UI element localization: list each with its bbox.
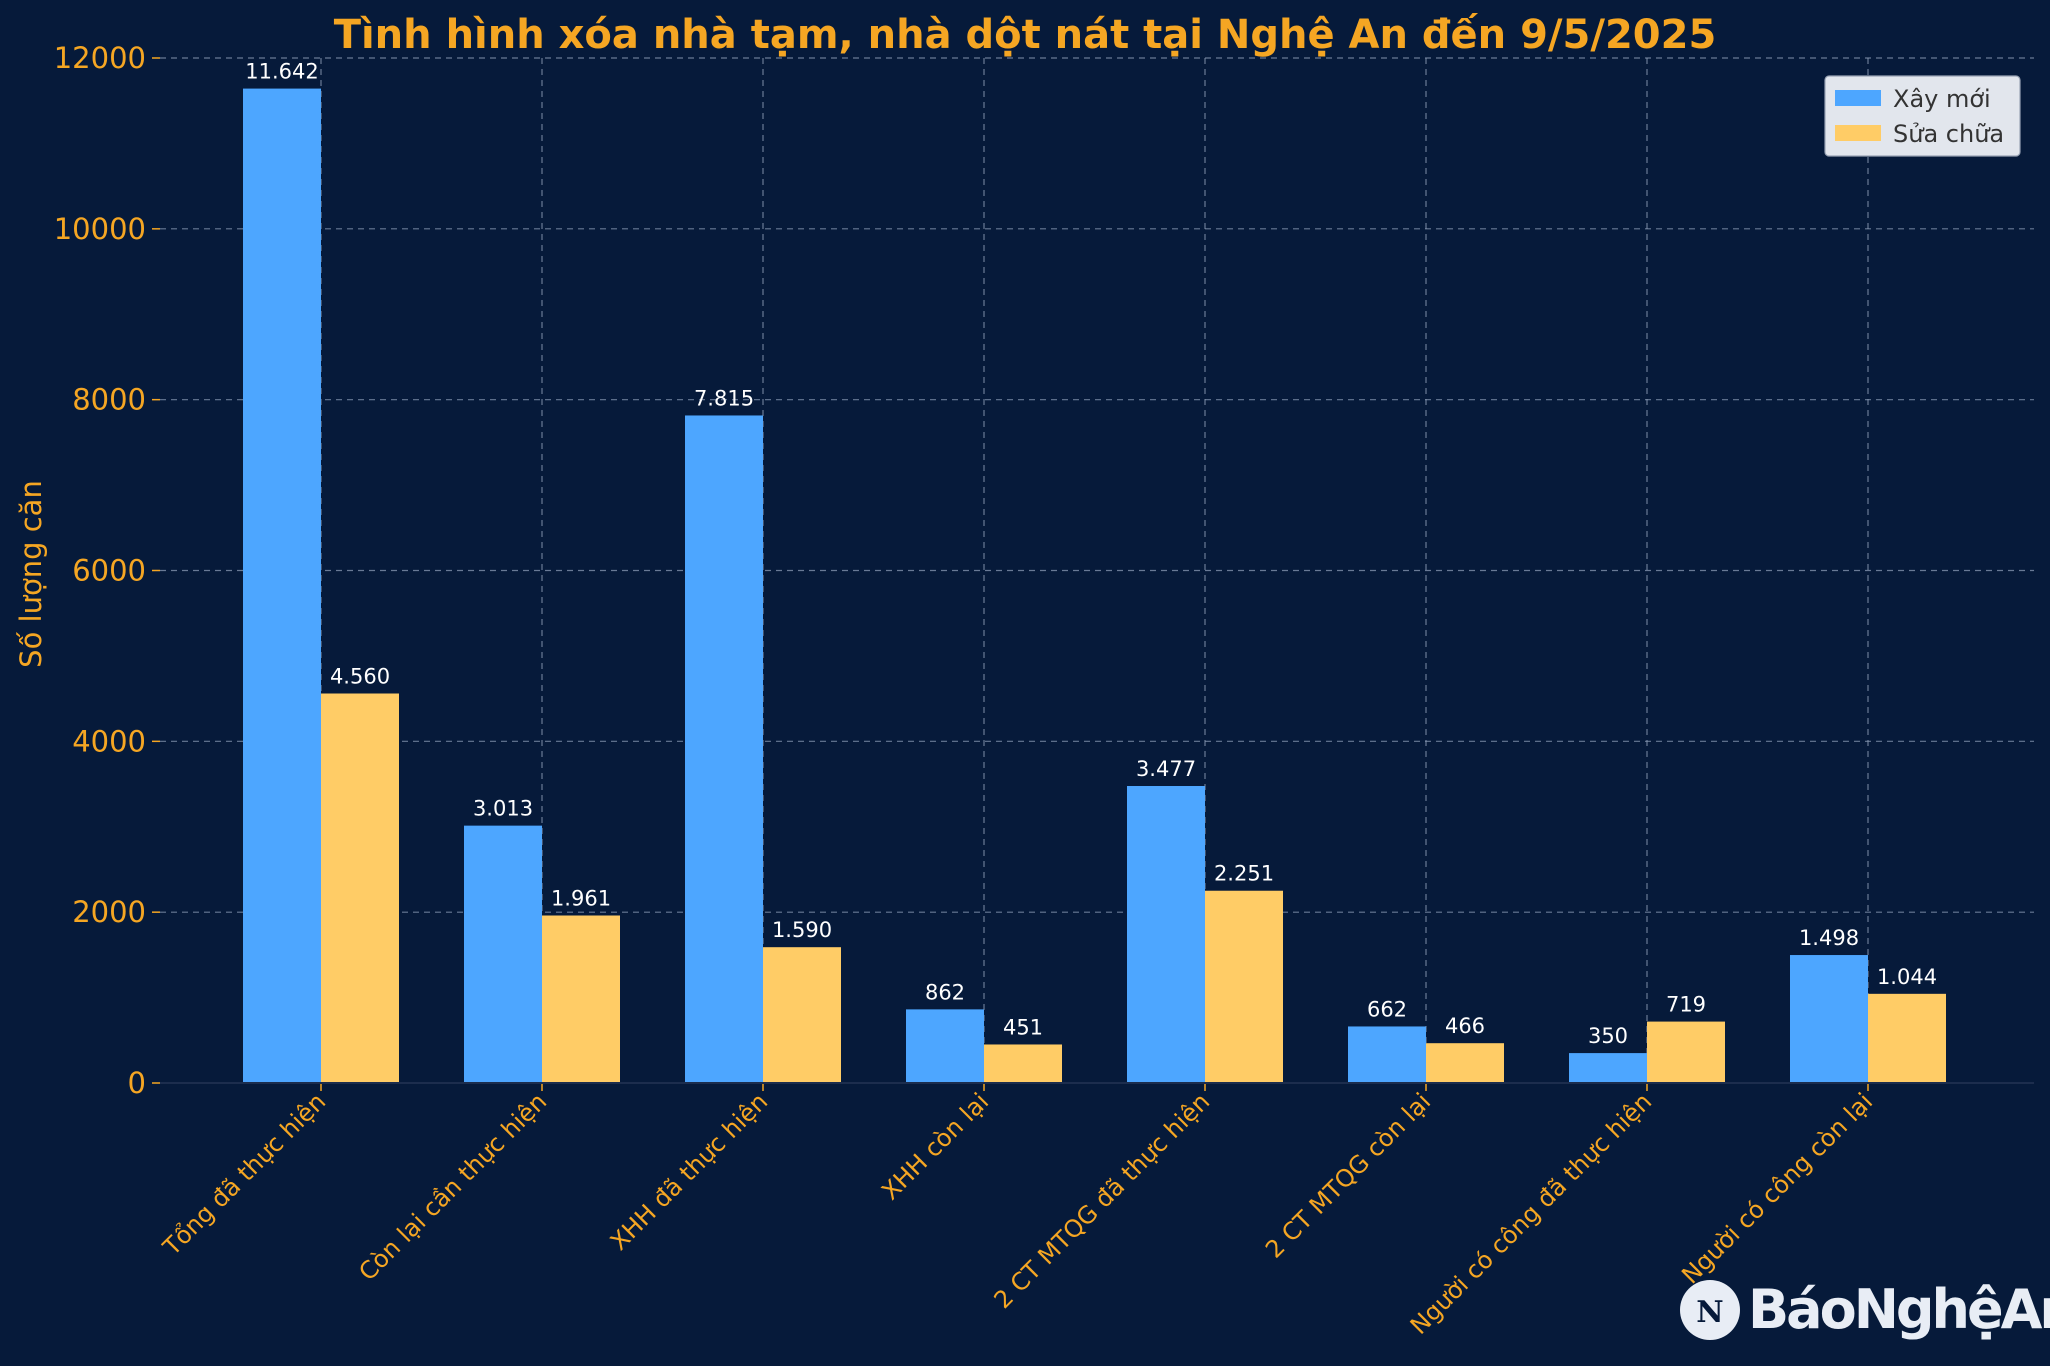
legend-label-0: Xây mới bbox=[1893, 85, 1991, 113]
bar-xay-moi-0 bbox=[243, 88, 321, 1084]
bar-xay-moi-4 bbox=[1127, 786, 1205, 1083]
value-label-xay-moi-5: 662 bbox=[1367, 997, 1407, 1021]
y-tick-label-8000: 8000 bbox=[72, 383, 146, 417]
y-tick-label-12000: 12000 bbox=[54, 41, 146, 75]
bar-sua-chua-4 bbox=[1205, 890, 1283, 1083]
value-label-sua-chua-3: 451 bbox=[1003, 1015, 1043, 1039]
value-label-xay-moi-4: 3.477 bbox=[1136, 757, 1196, 781]
bar-xay-moi-2 bbox=[685, 415, 763, 1083]
watermark-text: BáoNghệAn bbox=[1748, 1278, 2050, 1341]
bar-sua-chua-2 bbox=[763, 947, 841, 1083]
legend: Xây mới Sửa chữa bbox=[1824, 75, 2021, 157]
bar-sua-chua-0 bbox=[321, 693, 399, 1083]
bars: 11.642 3.013 7.815 862 3.477 662 350 1.498 4.560… bbox=[243, 60, 1946, 1084]
value-label-sua-chua-1: 1.961 bbox=[551, 886, 611, 910]
bar-xay-moi-7 bbox=[1790, 955, 1868, 1083]
bar-xay-moi-1 bbox=[464, 825, 542, 1083]
value-label-sua-chua-7: 1.044 bbox=[1877, 965, 1937, 989]
chart-title: Tình hình xóa nhà tạm, nhà dột nát tại N… bbox=[334, 12, 1717, 58]
y-tick-label-10000: 10000 bbox=[54, 212, 146, 246]
value-label-xay-moi-3: 862 bbox=[925, 980, 965, 1004]
value-label-sua-chua-2: 1.590 bbox=[772, 918, 832, 942]
bar-xay-moi-3 bbox=[906, 1009, 984, 1083]
legend-label-1: Sửa chữa bbox=[1893, 120, 2004, 148]
bao-nghe-an-logo-glyph: N bbox=[1696, 1295, 1723, 1330]
bar-sua-chua-1 bbox=[542, 915, 620, 1083]
y-tick-label-4000: 4000 bbox=[72, 724, 146, 758]
y-tick-label-6000: 6000 bbox=[72, 554, 146, 588]
value-label-sua-chua-5: 466 bbox=[1445, 1014, 1485, 1038]
bar-xay-moi-6 bbox=[1569, 1053, 1647, 1083]
bar-sua-chua-5 bbox=[1426, 1043, 1504, 1083]
value-label-sua-chua-4: 2.251 bbox=[1214, 862, 1274, 886]
watermark: N BáoNghệAn bbox=[1680, 1278, 2050, 1341]
value-label-xay-moi-7: 1.498 bbox=[1799, 926, 1859, 950]
legend-swatch-1 bbox=[1835, 125, 1881, 141]
legend-swatch-0 bbox=[1835, 90, 1881, 106]
value-label-xay-moi-1: 3.013 bbox=[473, 797, 533, 821]
bar-sua-chua-7 bbox=[1868, 993, 1946, 1083]
bar-sua-chua-6 bbox=[1647, 1021, 1725, 1083]
bar-xay-moi-5 bbox=[1348, 1026, 1426, 1083]
value-label-xay-moi-2: 7.815 bbox=[694, 386, 754, 410]
y-tick-label-2000: 2000 bbox=[72, 895, 146, 929]
y-tick-label-0: 0 bbox=[128, 1066, 146, 1100]
bar-sua-chua-3 bbox=[984, 1044, 1062, 1083]
value-label-sua-chua-6: 719 bbox=[1666, 993, 1706, 1017]
value-label-xay-moi-6: 350 bbox=[1588, 1024, 1628, 1048]
value-label-xay-moi-0: 11.642 bbox=[245, 60, 318, 84]
value-label-sua-chua-0: 4.560 bbox=[330, 665, 390, 689]
y-axis-label: Số lượng căn bbox=[14, 480, 48, 668]
bao-nghe-an-logo-icon bbox=[1680, 1280, 1740, 1340]
